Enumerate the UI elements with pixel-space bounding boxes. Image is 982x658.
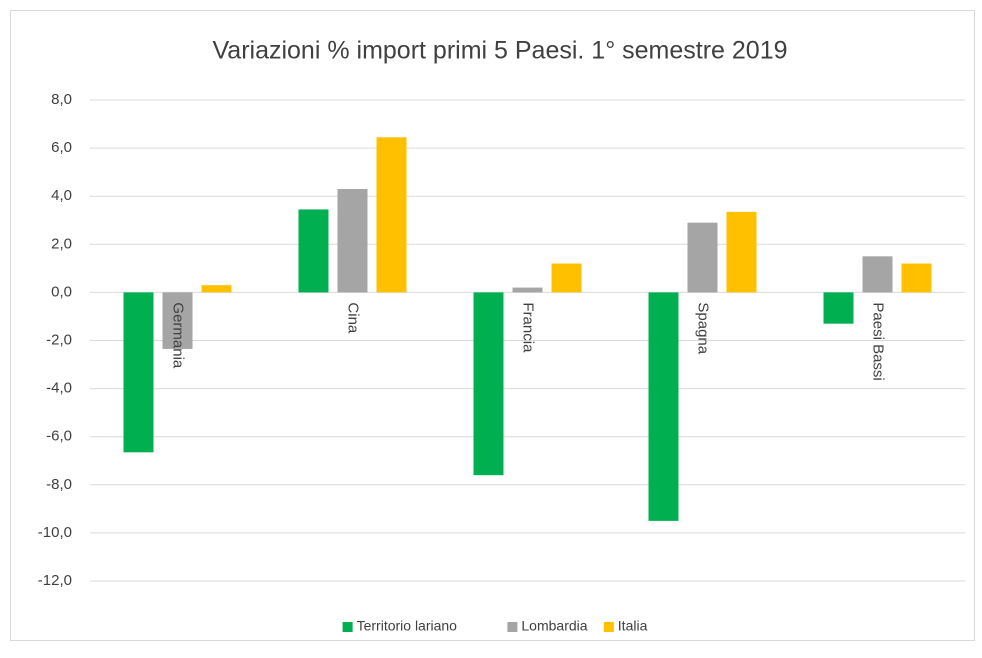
- x-tick-label: Paesi Bassi: [870, 302, 887, 380]
- bar: [648, 292, 679, 521]
- bar: [162, 292, 193, 349]
- x-tick-label: Cina: [345, 302, 362, 334]
- bar: [201, 285, 232, 293]
- y-tick-label: -4,0: [46, 380, 72, 397]
- y-tick-label: -8,0: [46, 476, 72, 493]
- x-tick-label: Spagna: [695, 302, 712, 354]
- y-tick-label: 8,0: [51, 91, 72, 108]
- y-tick-label: -2,0: [46, 331, 72, 348]
- y-tick-label: 6,0: [51, 139, 72, 156]
- y-tick-label: -10,0: [38, 524, 72, 541]
- bar: [901, 263, 932, 293]
- legend-label: Italia: [618, 618, 648, 634]
- x-tick-label: Germania: [170, 302, 187, 369]
- bar: [473, 292, 504, 476]
- legend-swatch: [507, 622, 518, 632]
- bar: [862, 256, 893, 293]
- bar: [687, 222, 718, 293]
- legend-label: Territorio lariano: [357, 618, 458, 634]
- y-tick-label: 0,0: [51, 283, 72, 300]
- y-tick-label: -12,0: [38, 572, 72, 589]
- bar: [298, 209, 329, 293]
- chart-title: Variazioni % import primi 5 Paesi. 1° se…: [212, 37, 787, 65]
- bar: [823, 292, 854, 324]
- bar: [551, 263, 582, 293]
- bar: [376, 137, 407, 293]
- legend-swatch: [342, 622, 353, 632]
- bar: [123, 292, 154, 453]
- y-tick-label: 4,0: [51, 187, 72, 204]
- legend-label: Lombardia: [521, 618, 587, 634]
- y-tick-label: -6,0: [46, 428, 72, 445]
- bar: [512, 287, 543, 293]
- legend-swatch: [603, 622, 614, 632]
- bar: [726, 211, 757, 293]
- y-tick-label: 2,0: [51, 235, 72, 252]
- bar: [337, 188, 368, 293]
- x-tick-label: Francia: [520, 302, 537, 353]
